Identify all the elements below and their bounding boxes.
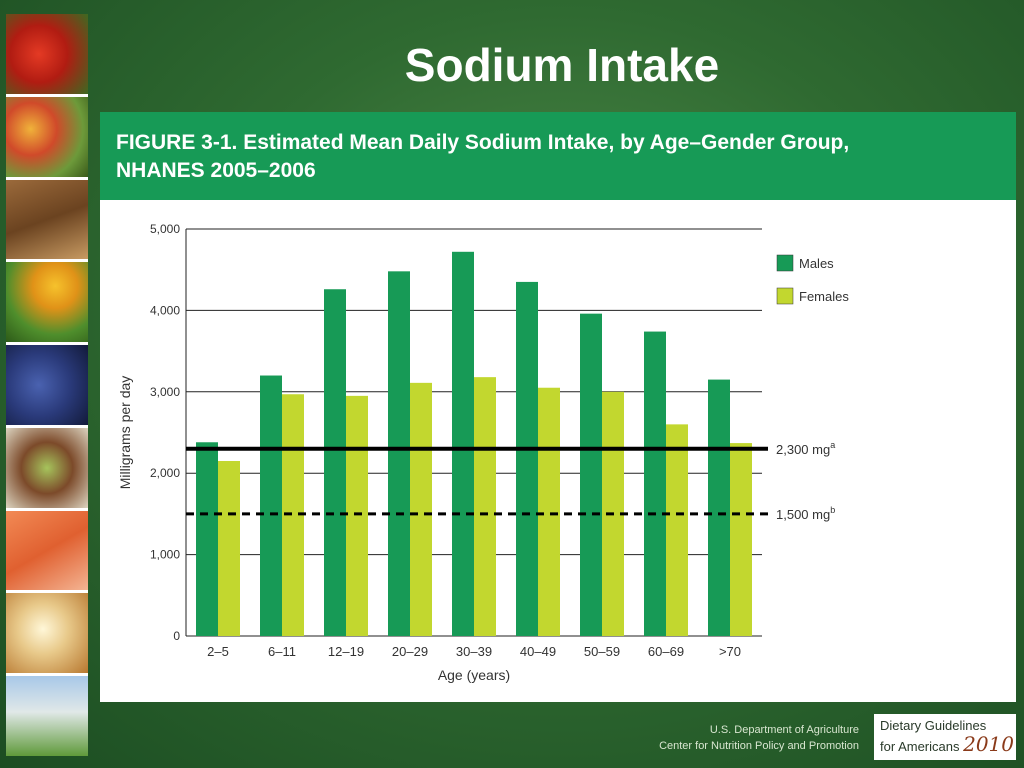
bar-males bbox=[388, 271, 410, 636]
mixed-vegetables-photo bbox=[6, 96, 88, 180]
x-tick-label: 12–19 bbox=[328, 644, 364, 659]
bar-females bbox=[346, 395, 368, 636]
footer-org-line1: U.S. Department of Agriculture bbox=[709, 724, 859, 736]
reference-line-footnote: a bbox=[830, 440, 835, 450]
logo-line2: for Americans bbox=[880, 739, 960, 754]
salad-photo bbox=[6, 427, 88, 511]
bar-females bbox=[282, 394, 304, 636]
food-photo-strip bbox=[6, 14, 88, 757]
dietary-guidelines-logo: Dietary Guidelines for Americans 2010 bbox=[874, 714, 1016, 760]
bar-males bbox=[644, 331, 666, 636]
reference-line-footnote: b bbox=[830, 505, 835, 515]
x-tick-label: 30–39 bbox=[456, 644, 492, 659]
sodium-bar-chart: 0 1,000 2,000 3,000 4,000 5,000 2–5 6–11 12–19 20… bbox=[117, 222, 849, 683]
reference-line-label: 2,300 mga bbox=[776, 440, 835, 457]
figure-panel: FIGURE 3-1. Estimated Mean Daily Sodium … bbox=[100, 112, 1016, 702]
bar-males bbox=[708, 379, 730, 636]
x-tick-label: 2–5 bbox=[207, 644, 229, 659]
legend-label-males: Males bbox=[799, 256, 834, 271]
bar-females bbox=[474, 377, 496, 636]
x-tick-label: 20–29 bbox=[392, 644, 428, 659]
figure-header: FIGURE 3-1. Estimated Mean Daily Sodium … bbox=[100, 112, 1016, 200]
bar-females bbox=[218, 460, 240, 636]
figure-title-line2: NHANES 2005–2006 bbox=[116, 159, 316, 182]
bar-females bbox=[730, 443, 752, 636]
x-tick-label: >70 bbox=[719, 644, 741, 659]
bar-males bbox=[516, 281, 538, 636]
logo-line2-wrap: for Americans 2010 bbox=[880, 734, 1014, 757]
family-photo bbox=[6, 676, 88, 757]
legend-swatch-males bbox=[776, 254, 794, 272]
bar-females bbox=[538, 387, 560, 636]
bar-males bbox=[580, 313, 602, 636]
blueberries-photo bbox=[6, 345, 88, 428]
reference-line-label: 1,500 mgb bbox=[776, 505, 835, 522]
logo-line1: Dietary Guidelines bbox=[880, 718, 987, 733]
y-tick-label: 4,000 bbox=[150, 303, 180, 317]
y-axis-title: Milligrams per day bbox=[117, 376, 133, 490]
x-tick-label: 60–69 bbox=[648, 644, 684, 659]
salmon-photo bbox=[6, 510, 88, 594]
bar-males bbox=[452, 251, 474, 637]
x-tick-label: 6–11 bbox=[268, 644, 296, 659]
bar-males bbox=[196, 442, 218, 636]
tomatoes-photo bbox=[6, 14, 88, 97]
y-tick-label: 1,000 bbox=[150, 548, 180, 562]
peppers-broccoli-photo bbox=[6, 262, 88, 346]
bar-females bbox=[410, 382, 432, 636]
legend-swatch-females bbox=[776, 287, 794, 305]
y-tick-label: 0 bbox=[173, 629, 180, 643]
parfait-photo bbox=[6, 593, 88, 677]
bar-males bbox=[260, 375, 282, 636]
x-axis-title: Age (years) bbox=[438, 667, 510, 683]
footer-organization: U.S. Department of Agriculture Center fo… bbox=[659, 722, 859, 754]
y-tick-label: 3,000 bbox=[150, 385, 180, 399]
slide-title: Sodium Intake bbox=[404, 39, 720, 91]
x-tick-label: 50–59 bbox=[584, 644, 620, 659]
bar-males bbox=[324, 289, 346, 636]
legend-label-females: Females bbox=[799, 289, 849, 304]
x-tick-label: 40–49 bbox=[520, 644, 556, 659]
y-tick-label: 5,000 bbox=[150, 222, 180, 236]
bar-females bbox=[666, 424, 688, 636]
bread-photo bbox=[6, 179, 88, 263]
logo-year: 2010 bbox=[963, 732, 1015, 756]
y-tick-label: 2,000 bbox=[150, 466, 180, 480]
figure-title-line1: FIGURE 3-1. Estimated Mean Daily Sodium … bbox=[116, 131, 850, 154]
footer-org-line2: Center for Nutrition Policy and Promotio… bbox=[659, 740, 859, 752]
